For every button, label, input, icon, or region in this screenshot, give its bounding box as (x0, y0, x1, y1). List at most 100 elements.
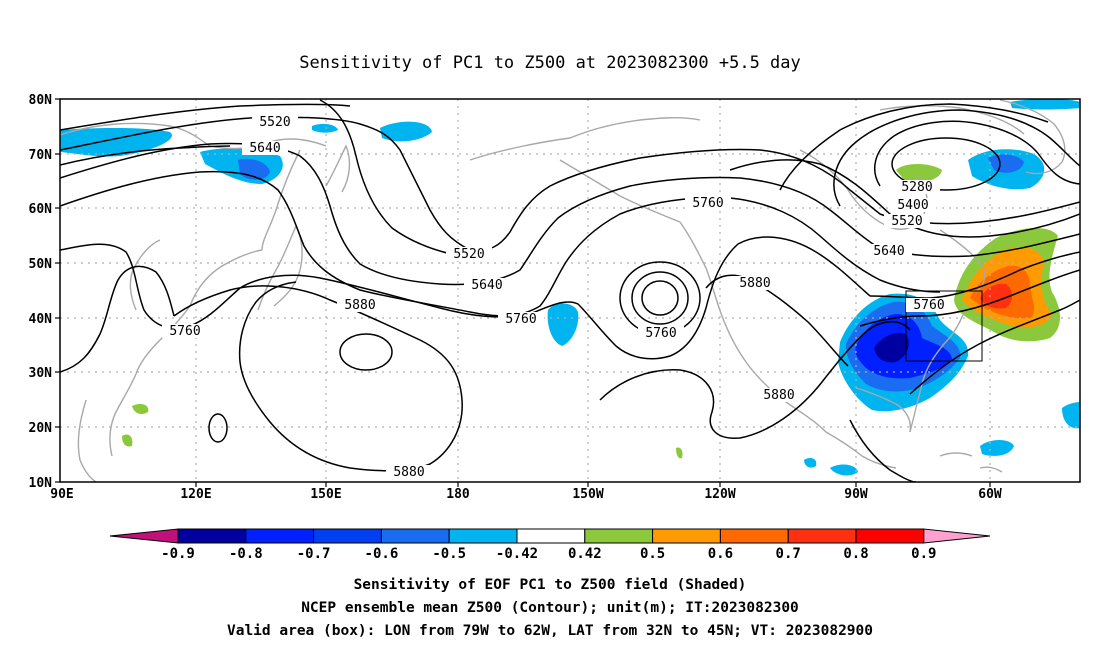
contour-5520-c (833, 109, 1080, 207)
shade-neg-labrador-core (988, 154, 1024, 173)
shade-neg-siberia (60, 128, 172, 157)
colorbar-label: -0.6 (365, 546, 399, 562)
lat-label: 80N (29, 93, 53, 108)
lat-label: 60N (29, 202, 53, 217)
colorbar-label: -0.42 (496, 546, 538, 562)
contour-5880-bottom (849, 419, 917, 482)
colorbar-label: -0.9 (161, 546, 195, 562)
shade-pos-atlantic-08 (980, 283, 1012, 309)
shade-neg-carib (830, 464, 858, 476)
caption-line-3: Valid area (box): LON from 79W to 62W, L… (227, 623, 873, 639)
contour-label: 5400 (890, 198, 936, 213)
colorbar-segment (787, 528, 857, 544)
colorbar-low-end (109, 528, 179, 544)
caption-line-1: Sensitivity of EOF PC1 to Z500 field (Sh… (354, 577, 747, 593)
svg-text:5760: 5760 (169, 324, 200, 339)
colorbar-label: -0.7 (297, 546, 331, 562)
contour-5760-e (869, 251, 1080, 299)
shade-pos-pac2 (122, 434, 133, 447)
lat-label: 50N (29, 257, 53, 272)
lon-label: 90E (50, 487, 73, 502)
lat-label: 30N (29, 366, 53, 381)
colorbar-segment (448, 528, 518, 544)
shade-neg-atl2 (1062, 402, 1080, 429)
colorbar-segment (516, 528, 586, 544)
contour-label: 5760 (162, 324, 208, 339)
contour-label: 5880 (337, 298, 383, 313)
svg-text:5640: 5640 (873, 244, 904, 259)
colorbar-segment (719, 528, 789, 544)
contour-5880-a (173, 281, 463, 472)
shade-neg-pacific (547, 303, 579, 346)
svg-text:5880: 5880 (393, 465, 424, 480)
coastlines (60, 99, 1066, 482)
contour-label: 5760 (638, 326, 684, 341)
contour-5400 (874, 120, 1080, 187)
contour-label: 5880 (386, 465, 432, 480)
lon-label: 60W (978, 487, 1002, 502)
contour-5880-ne (859, 269, 1080, 327)
contour-5880-east2 (705, 274, 849, 367)
contour-5640-b (60, 145, 231, 166)
contour-5760-a (60, 170, 941, 317)
lon-label: 90W (844, 487, 868, 502)
contour-5880-tiny (208, 413, 228, 443)
shading-layer (60, 99, 1080, 476)
colorbar-high-end (923, 528, 991, 544)
contour-5880-atl (909, 299, 1080, 395)
contour-labels: 5520 5640 5520 5640 5760 5880 5760 5760 … (162, 115, 952, 480)
svg-text:5400: 5400 (897, 198, 928, 213)
colorbar-label: -0.8 (229, 546, 263, 562)
svg-text:5760: 5760 (645, 326, 676, 341)
contour-5640-ne (779, 103, 1049, 191)
lon-axis-labels: 90E 120E 150E 180 150W 120W 90W 60W (50, 487, 1002, 502)
contour-5880-small (339, 333, 393, 371)
lon-label: 180 (446, 487, 470, 502)
shade-neg-arctic (1010, 99, 1080, 110)
shade-pos-pac1 (132, 404, 149, 414)
shade-neg-gulf (804, 458, 817, 468)
colorbar-segment (245, 528, 315, 544)
contour-5520-a (60, 116, 1080, 252)
svg-text:5520: 5520 (259, 115, 290, 130)
contour-label: 5520 (252, 115, 298, 130)
colorbar-label: 0.5 (640, 546, 665, 562)
svg-text:5880: 5880 (763, 388, 794, 403)
shade-neg-usa-deep (874, 332, 909, 363)
colorbar-segment (855, 528, 925, 544)
lon-label: 150W (572, 487, 603, 502)
colorbar-segment (177, 528, 247, 544)
svg-text:5520: 5520 (891, 214, 922, 229)
map-frame (59, 98, 1081, 483)
colorbar-segment (380, 528, 450, 544)
contour-label: 5760 (906, 298, 952, 313)
contour-5640-top (60, 103, 351, 131)
lat-ticks (55, 98, 60, 483)
svg-text:5640: 5640 (471, 278, 502, 293)
shade-neg-bering (380, 121, 432, 142)
lat-label: 20N (29, 421, 53, 436)
contour-label: 5880 (732, 276, 778, 291)
map-title: Sensitivity of PC1 to Z500 at 2023082300… (299, 53, 801, 73)
colorbar-segment (652, 528, 721, 544)
contour-label: 5280 (894, 180, 940, 195)
svg-text:5880: 5880 (739, 276, 770, 291)
contour-label: 5760 (498, 312, 544, 327)
shade-pos-greenland (896, 164, 942, 183)
colorbar-label: 0.6 (708, 546, 733, 562)
svg-text:5760: 5760 (692, 196, 723, 211)
svg-text:5520: 5520 (453, 247, 484, 262)
colorbar-label: 0.8 (843, 546, 868, 562)
colorbar-segment (313, 528, 382, 544)
lon-label: 120E (180, 487, 211, 502)
contour-label: 5760 (685, 196, 731, 211)
contour-low-inner (641, 280, 679, 316)
map-area (60, 99, 1080, 482)
lat-label: 70N (29, 148, 53, 163)
valid-area-box (905, 290, 983, 362)
lon-ticks (195, 482, 991, 487)
contour-label: 5640 (866, 244, 912, 259)
contour-low-mid (631, 271, 689, 325)
colorbar-labels: -0.9 -0.8 -0.7 -0.6 -0.5 -0.42 0.42 0.5 0.6 0.7 0.… (161, 546, 936, 562)
